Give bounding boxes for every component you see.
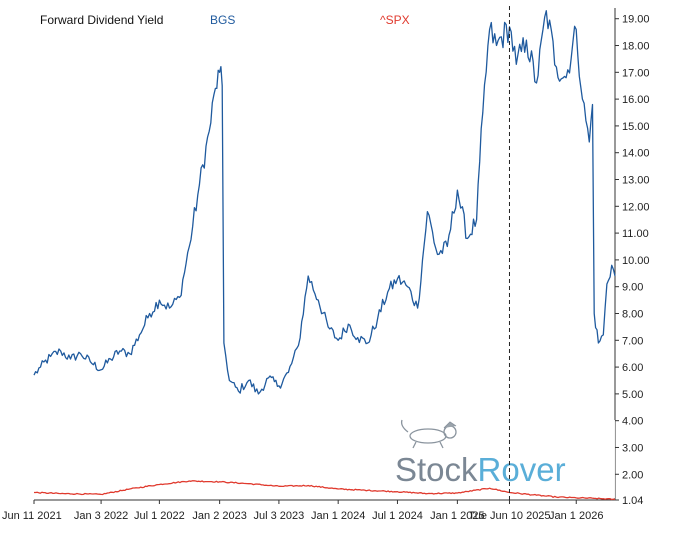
y-tick-label: 18.00 xyxy=(622,41,650,53)
y-tick-label: 14.00 xyxy=(622,148,650,160)
y-tick-label: 5.00 xyxy=(622,389,643,401)
dog-logo-icon xyxy=(400,419,457,449)
watermark-text-part-1: Stock xyxy=(395,451,478,488)
y-tick-label: 6.00 xyxy=(622,362,643,374)
x-tick-label: Jul 3 2023 xyxy=(254,510,305,522)
x-tick-label: Jan 1 2025 xyxy=(430,510,484,522)
y-tick-label: 16.00 xyxy=(622,94,650,106)
x-tick-label: Jul 1 2022 xyxy=(134,510,185,522)
series-layer xyxy=(33,10,616,501)
plot-frame xyxy=(34,8,616,501)
watermark-background xyxy=(390,420,615,498)
chart-title: Forward Dividend Yield xyxy=(40,13,163,27)
x-tick-label: Jul 1 2024 xyxy=(372,510,423,522)
y-axis: 1.04 2.00 3.00 4.00 5.00 6.00 7.00 8.00 9.00 10.0… xyxy=(615,14,650,507)
legend: Forward Dividend Yield BGS ^SPX xyxy=(40,13,410,27)
x-tick-label: Jan 1 2024 xyxy=(311,510,365,522)
y-tick-label: 8.00 xyxy=(622,308,643,320)
dog-legs-shape xyxy=(412,441,444,449)
y-tick-label: 15.00 xyxy=(622,121,650,133)
y-tick-label: 7.00 xyxy=(622,335,643,347)
x-tick-label: Tue Jun 10 2025 xyxy=(468,510,550,522)
y-tick-label: 4.00 xyxy=(622,416,643,428)
series-line-bgs xyxy=(33,10,616,395)
y-tick-label: 3.00 xyxy=(622,442,643,454)
series-line-spx xyxy=(34,480,616,501)
legend-spx: ^SPX xyxy=(380,13,410,27)
y-tick-label: 19.00 xyxy=(622,14,650,26)
x-tick-label: Jan 3 2022 xyxy=(74,510,128,522)
y-tick-label: 11.00 xyxy=(622,228,649,240)
y-tick-label: 12.00 xyxy=(622,201,650,213)
y-tick-label: 10.00 xyxy=(622,255,650,267)
stockrover-watermark: StockRover xyxy=(390,419,615,498)
x-tick-label: Jan 2 2023 xyxy=(192,510,246,522)
watermark-text: StockRover xyxy=(395,451,566,488)
y-tick-label: 2.00 xyxy=(622,469,643,481)
dog-tail-shape xyxy=(400,419,409,433)
watermark-text-part-2: Rover xyxy=(478,451,566,488)
x-axis: Jun 11 2021 Jan 3 2022 Jul 1 2022 Jan 2 202… xyxy=(2,500,603,522)
y-tick-label: 9.00 xyxy=(622,282,643,294)
y-tick-label: 17.00 xyxy=(622,67,650,79)
x-tick-label: Jan 1 2026 xyxy=(549,510,603,522)
legend-bgs: BGS xyxy=(210,13,235,27)
y-tick-label: 13.00 xyxy=(622,175,650,187)
x-tick-label: Jun 11 2021 xyxy=(2,510,62,522)
y-tick-label: 1.04 xyxy=(622,495,643,507)
dog-hat-shape xyxy=(443,421,457,429)
